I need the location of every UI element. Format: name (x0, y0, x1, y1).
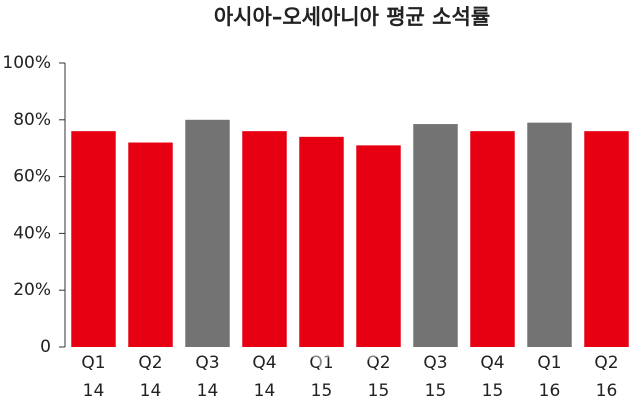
x-tick-label: 14 (140, 381, 162, 401)
bar (584, 131, 629, 347)
y-tick-label: 40% (13, 223, 51, 243)
y-tick-label: 100% (2, 53, 51, 73)
watermark: ⓒTSC (277, 347, 384, 387)
x-tick-label: Q2 (594, 353, 618, 373)
bar (413, 124, 458, 347)
x-tick-label: Q1 (309, 353, 333, 373)
x-tick-label: 15 (425, 381, 447, 401)
x-tick-label: Q3 (423, 353, 447, 373)
bar (470, 131, 515, 347)
x-tick-label: Q1 (537, 353, 561, 373)
x-tick-label: 15 (368, 381, 390, 401)
chart-title: 아시아–오세아니아 평균 소석률 (214, 5, 490, 29)
bar (527, 122, 572, 347)
y-tick-label: 20% (13, 280, 51, 300)
y-tick-label: 60% (13, 167, 51, 187)
bar (128, 142, 173, 347)
bar (299, 136, 344, 347)
bar (356, 145, 401, 347)
x-tick-label: 15 (482, 381, 504, 401)
y-tick-label: 0 (40, 337, 51, 357)
bar (185, 119, 230, 347)
bar (242, 131, 287, 347)
x-tick-label: Q1 (81, 353, 105, 373)
y-tick-label: 80% (13, 110, 51, 130)
bar (71, 131, 116, 347)
x-tick-label: 15 (311, 381, 333, 401)
x-tick-label: 14 (197, 381, 219, 401)
x-tick-label: Q2 (138, 353, 162, 373)
x-tick-label: 14 (83, 381, 105, 401)
x-tick-label: 16 (596, 381, 618, 401)
x-tick-label: Q3 (195, 353, 219, 373)
x-tick-label: Q4 (252, 353, 276, 373)
x-tick-label: 14 (254, 381, 276, 401)
x-tick-label: Q2 (366, 353, 390, 373)
x-tick-label: Q4 (480, 353, 504, 373)
x-tick-label: 16 (539, 381, 561, 401)
